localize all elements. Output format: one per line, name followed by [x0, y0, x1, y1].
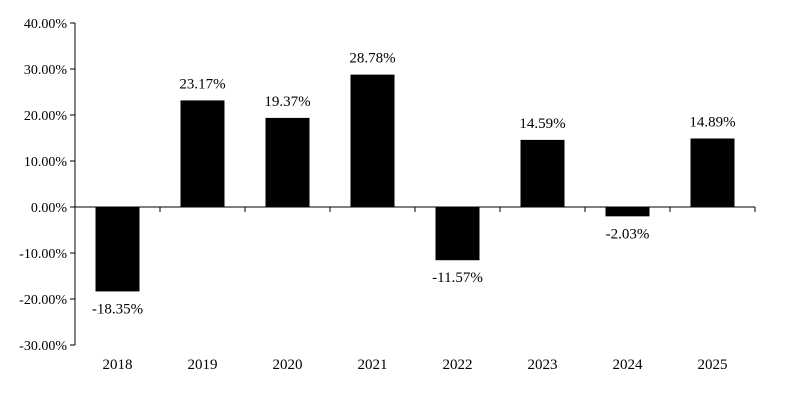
y-tick-label: -10.00% [19, 247, 67, 262]
x-tick-label-2025: 2025 [698, 357, 728, 373]
x-tick-label-2023: 2023 [528, 357, 558, 373]
bar-2023 [520, 139, 565, 207]
data-label-2022: -11.57% [432, 270, 483, 286]
data-labels: -18.35% 23.17% 19.37% 28.78% -11.57% 14.59% -2… [92, 51, 736, 318]
data-label-2021: 28.78% [349, 51, 395, 67]
bar-2021 [350, 74, 395, 207]
y-tick-label: 0.00% [31, 201, 68, 216]
y-tick-label: 40.00% [24, 17, 68, 32]
x-tick-label-2024: 2024 [613, 357, 644, 373]
bar-2022 [435, 207, 480, 261]
y-axis: 40.00% 30.00% 20.00% 10.00% 0.00% -10.00% -20.… [19, 17, 76, 354]
category-labels: 2018 2019 2020 2021 2022 2023 2024 2025 [103, 357, 728, 373]
x-tick-label-2022: 2022 [443, 357, 473, 373]
bar-2018 [95, 207, 140, 292]
y-tick-label: 10.00% [24, 155, 68, 170]
data-label-2023: 14.59% [519, 116, 565, 132]
y-tick-label: 20.00% [24, 109, 68, 124]
data-label-2019: 23.17% [179, 76, 225, 92]
x-tick-label-2020: 2020 [273, 357, 303, 373]
bars [95, 74, 735, 292]
x-tick-label-2019: 2019 [188, 357, 218, 373]
bar-2019 [180, 100, 225, 207]
x-tick-label-2018: 2018 [103, 357, 133, 373]
data-label-2025: 14.89% [689, 115, 735, 131]
bar-2024 [605, 207, 650, 217]
x-tick-label-2021: 2021 [358, 357, 388, 373]
data-label-2024: -2.03% [606, 226, 650, 242]
x-axis [75, 206, 756, 212]
bar-2020 [265, 117, 310, 207]
data-label-2018: -18.35% [92, 301, 143, 317]
y-tick-label: -20.00% [19, 293, 67, 308]
y-tick-label: -30.00% [19, 339, 67, 354]
data-label-2020: 19.37% [264, 94, 310, 110]
bar-2025 [690, 138, 735, 207]
y-tick-label: 30.00% [24, 63, 68, 78]
